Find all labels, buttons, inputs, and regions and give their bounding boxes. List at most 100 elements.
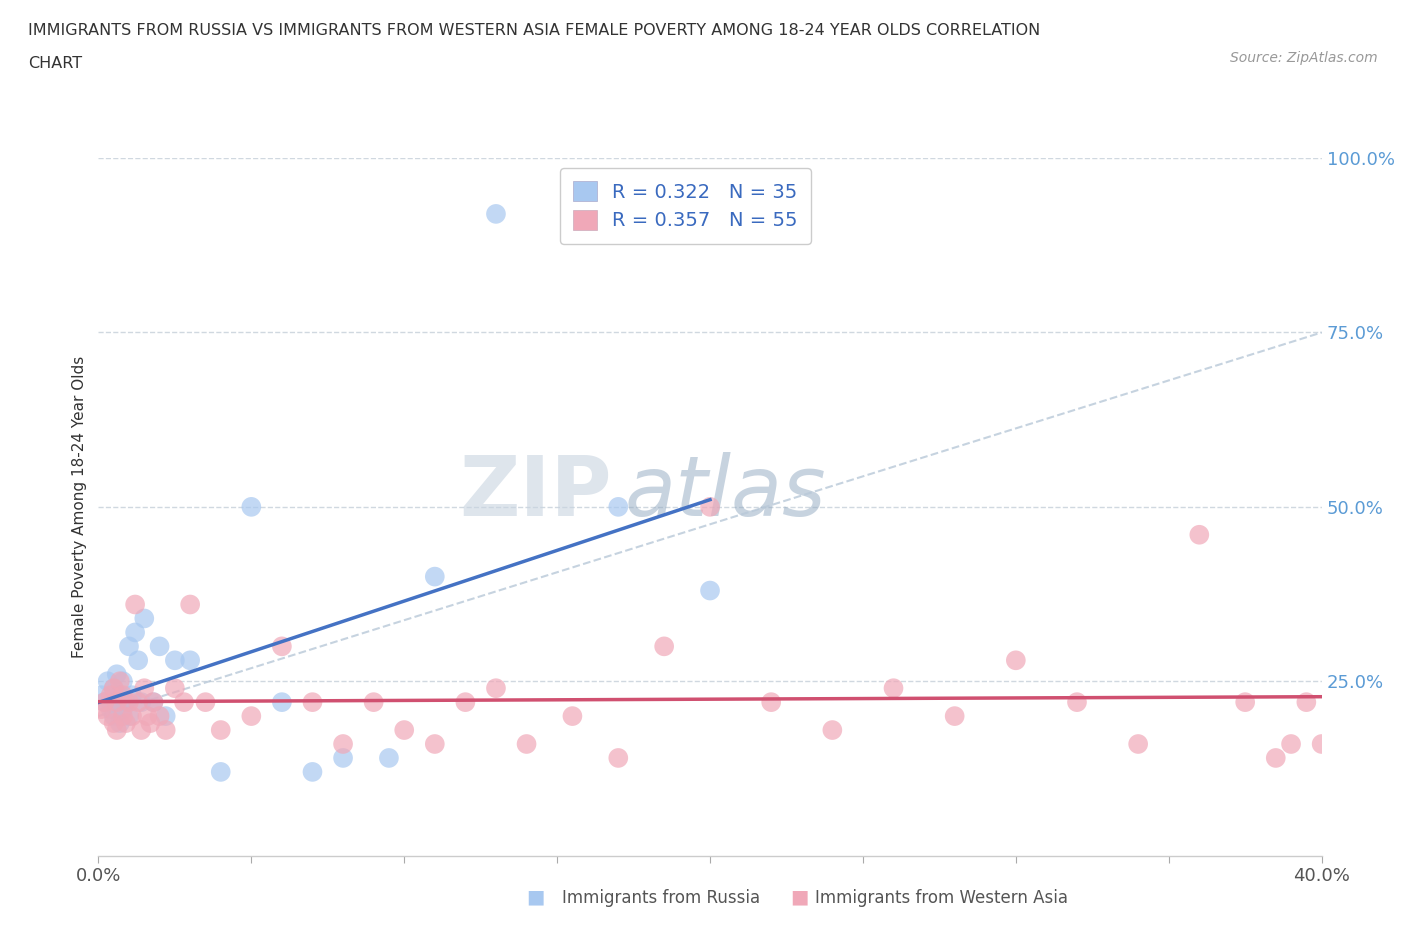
Point — [516, 737, 538, 751]
Point — [454, 695, 477, 710]
Point — [1128, 737, 1150, 751]
Point — [111, 709, 134, 724]
Text: atlas: atlas — [624, 452, 827, 534]
Point — [97, 673, 120, 688]
Text: Immigrants from Western Asia: Immigrants from Western Asia — [815, 889, 1069, 907]
Point — [155, 709, 177, 724]
Point — [378, 751, 401, 765]
Point — [699, 499, 721, 514]
Point — [111, 673, 134, 688]
Text: CHART: CHART — [28, 56, 82, 71]
Point — [363, 695, 385, 710]
Point — [163, 653, 186, 668]
Point — [699, 583, 721, 598]
Point — [209, 764, 232, 779]
Point — [100, 701, 122, 716]
Point — [332, 751, 354, 765]
Point — [108, 716, 131, 731]
Text: Immigrants from Russia: Immigrants from Russia — [562, 889, 761, 907]
Point — [103, 709, 125, 724]
Point — [136, 709, 159, 724]
Point — [155, 723, 177, 737]
Point — [561, 709, 583, 724]
Point — [105, 695, 128, 710]
Point — [149, 709, 172, 724]
Point — [301, 764, 323, 779]
Point — [108, 688, 131, 703]
Legend: R = 0.322   N = 35, R = 0.357   N = 55: R = 0.322 N = 35, R = 0.357 N = 55 — [560, 167, 811, 244]
Point — [485, 681, 508, 696]
Point — [943, 709, 966, 724]
Point — [392, 723, 416, 737]
Point — [332, 737, 354, 751]
Point — [423, 737, 446, 751]
Point — [103, 681, 125, 696]
Point — [105, 723, 128, 737]
Point — [759, 695, 782, 710]
Point — [115, 695, 138, 710]
Point — [1295, 695, 1317, 710]
Point — [103, 681, 125, 696]
Point — [134, 681, 156, 696]
Point — [652, 639, 675, 654]
Point — [423, 569, 446, 584]
Point — [93, 695, 115, 710]
Point — [121, 688, 143, 703]
Point — [118, 695, 141, 710]
Point — [105, 667, 128, 682]
Point — [124, 597, 146, 612]
Point — [134, 611, 156, 626]
Point — [103, 716, 125, 731]
Point — [142, 695, 165, 710]
Point — [209, 723, 232, 737]
Point — [90, 688, 112, 703]
Text: ■: ■ — [526, 888, 544, 907]
Point — [97, 709, 120, 724]
Text: ■: ■ — [790, 888, 808, 907]
Point — [108, 673, 131, 688]
Point — [301, 695, 323, 710]
Point — [1279, 737, 1302, 751]
Point — [1188, 527, 1211, 542]
Point — [111, 688, 134, 703]
Point — [149, 639, 172, 654]
Point — [270, 639, 292, 654]
Point — [821, 723, 844, 737]
Text: Source: ZipAtlas.com: Source: ZipAtlas.com — [1230, 51, 1378, 65]
Point — [105, 695, 128, 710]
Point — [1066, 695, 1088, 710]
Point — [129, 695, 152, 710]
Point — [607, 751, 630, 765]
Point — [179, 653, 201, 668]
Point — [173, 695, 195, 710]
Point — [240, 709, 263, 724]
Point — [1234, 695, 1257, 710]
Point — [100, 688, 122, 703]
Point — [270, 695, 292, 710]
Point — [142, 695, 165, 710]
Point — [90, 701, 112, 716]
Point — [118, 709, 141, 724]
Point — [127, 695, 149, 710]
Point — [485, 206, 508, 221]
Point — [139, 716, 162, 731]
Y-axis label: Female Poverty Among 18-24 Year Olds: Female Poverty Among 18-24 Year Olds — [72, 356, 87, 658]
Point — [1264, 751, 1286, 765]
Point — [1004, 653, 1026, 668]
Point — [124, 625, 146, 640]
Point — [93, 695, 115, 710]
Point — [883, 681, 905, 696]
Point — [115, 716, 138, 731]
Point — [129, 723, 152, 737]
Text: ZIP: ZIP — [460, 452, 612, 534]
Point — [240, 499, 263, 514]
Point — [127, 653, 149, 668]
Point — [179, 597, 201, 612]
Point — [607, 499, 630, 514]
Point — [121, 709, 143, 724]
Point — [163, 681, 186, 696]
Text: IMMIGRANTS FROM RUSSIA VS IMMIGRANTS FROM WESTERN ASIA FEMALE POVERTY AMONG 18-2: IMMIGRANTS FROM RUSSIA VS IMMIGRANTS FRO… — [28, 23, 1040, 38]
Point — [1310, 737, 1333, 751]
Point — [118, 639, 141, 654]
Point — [111, 701, 134, 716]
